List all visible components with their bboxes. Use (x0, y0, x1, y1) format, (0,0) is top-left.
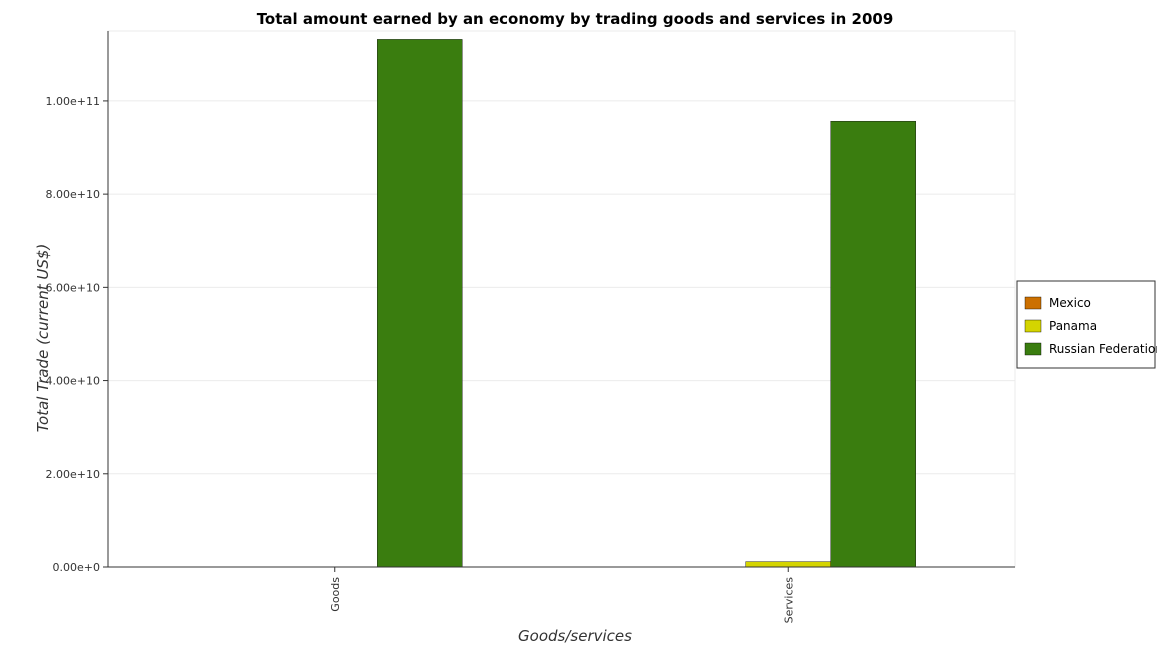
chart-title: Total amount earned by an economy by tra… (257, 10, 894, 28)
legend-swatch-russian-federation (1024, 342, 1042, 356)
y-axis-ticks: 0.00e+0 2.00e+10 4.00e+10 6.00e+10 8.00e+10 1… (46, 31, 1015, 574)
x-axis-ticks: Goods Services (329, 567, 795, 624)
legend: Mexico Panama Russian Federation (1016, 280, 1157, 369)
y-tick-label: 8.00e+10 (46, 188, 100, 201)
bar-panama-services (745, 561, 831, 568)
x-tick-label-goods: Goods (329, 577, 342, 612)
x-axis-label: Goods/services (518, 627, 632, 645)
y-tick-label: 1.00e+11 (46, 95, 100, 108)
bar-russian-federation-goods (377, 39, 463, 568)
bars (377, 39, 916, 568)
y-tick-label: 6.00e+10 (46, 281, 100, 294)
bar-russian-federation-services (830, 120, 916, 568)
legend-label-russian-federation: Russian Federation (1049, 342, 1157, 356)
y-tick-label: 4.00e+10 (46, 375, 100, 388)
y-tick-label: 2.00e+10 (46, 468, 100, 481)
legend-label-panama: Panama (1049, 319, 1097, 333)
legend-label-mexico: Mexico (1049, 296, 1091, 310)
legend-swatch-mexico (1024, 296, 1042, 310)
y-axis-label: Total Trade (current US$) (34, 244, 52, 433)
x-tick-label-services: Services (782, 577, 795, 624)
legend-swatch-panama (1024, 319, 1042, 333)
y-tick-label: 0.00e+0 (53, 561, 100, 574)
